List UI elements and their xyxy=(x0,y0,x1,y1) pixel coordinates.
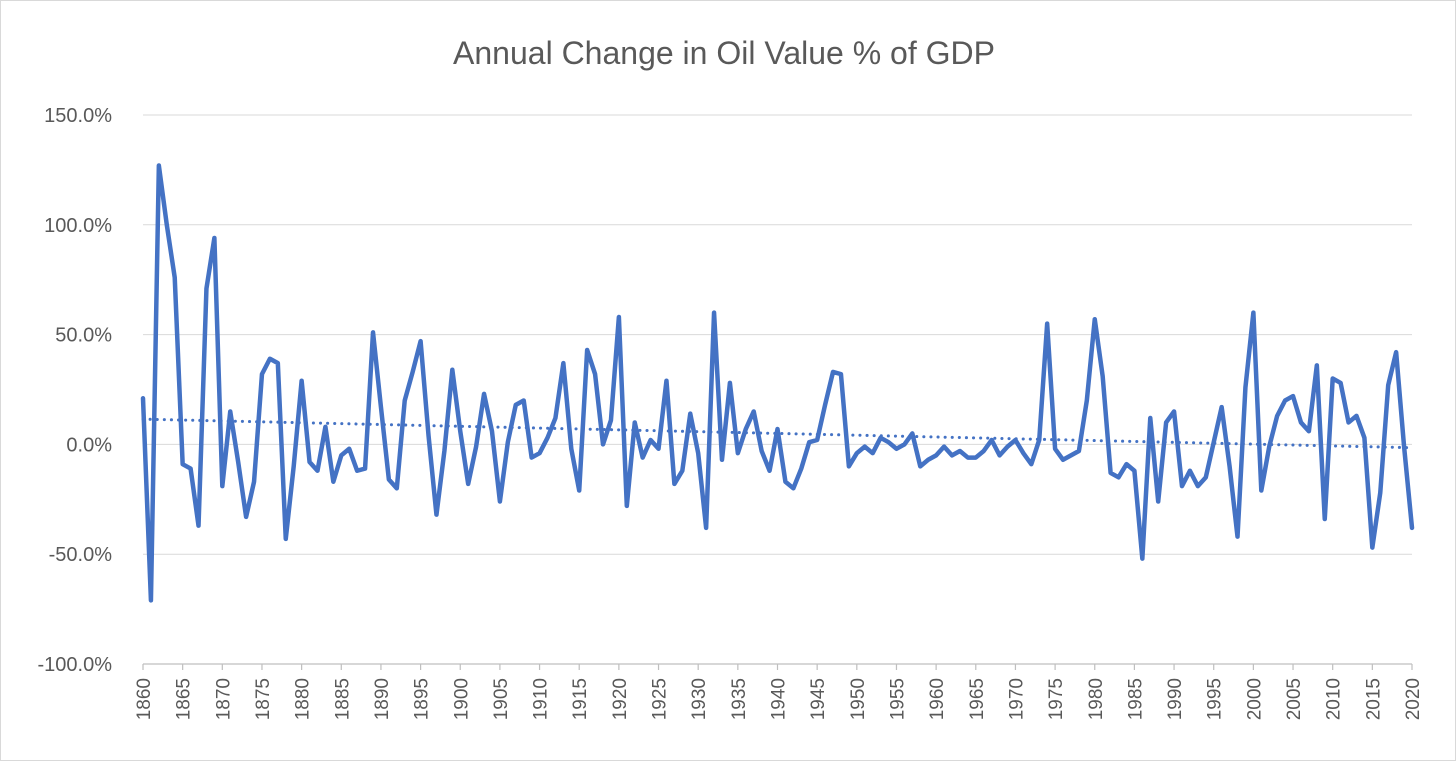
x-tick-label: 1960 xyxy=(927,678,948,720)
x-tick-label: 1965 xyxy=(967,678,988,720)
gridlines xyxy=(143,114,1412,665)
x-tick-label: 1880 xyxy=(293,678,314,720)
x-tick-label: 1860 xyxy=(134,678,155,720)
x-tick-label: 1945 xyxy=(808,678,829,720)
x-tick-label: 1925 xyxy=(650,678,671,720)
x-axis-tick-labels: 1860 1865 1870 1875 1880 1885 1890 1895 1900 1905… xyxy=(134,664,1424,720)
x-tick-label: 1875 xyxy=(253,678,274,720)
y-tick-label: 0.0% xyxy=(66,434,112,456)
chart-title: Annual Change in Oil Value % of GDP xyxy=(453,35,995,71)
x-tick-label: 1935 xyxy=(729,678,750,720)
x-tick-label: 1885 xyxy=(332,678,353,720)
x-tick-label: 1975 xyxy=(1046,678,1067,720)
y-tick-label: 50.0% xyxy=(55,325,112,347)
x-tick-label: 1970 xyxy=(1006,678,1027,720)
x-tick-label: 1995 xyxy=(1205,678,1226,720)
x-tick-label: 1870 xyxy=(213,678,234,720)
x-tick-label: 2020 xyxy=(1403,678,1424,720)
x-tick-label: 1865 xyxy=(174,678,195,720)
x-tick-label: 1990 xyxy=(1165,678,1186,720)
x-tick-label: 1955 xyxy=(887,678,908,720)
x-tick-label: 1940 xyxy=(769,678,790,720)
x-tick-label: 1905 xyxy=(491,678,512,720)
x-tick-label: 2005 xyxy=(1284,678,1305,720)
x-tick-label: 1890 xyxy=(372,678,393,720)
y-axis-tick-labels: 150.0% 100.0% 50.0% 0.0% -50.0% -100.0% xyxy=(38,105,113,676)
x-tick-label: 2000 xyxy=(1244,678,1265,720)
x-tick-label: 1910 xyxy=(531,678,552,720)
x-tick-label: 1920 xyxy=(610,678,631,720)
series-line xyxy=(140,163,1415,603)
y-tick-label: -100.0% xyxy=(38,654,113,676)
x-tick-label: 2010 xyxy=(1324,678,1345,720)
x-tick-label: 1930 xyxy=(689,678,710,720)
y-tick-label: 150.0% xyxy=(44,105,112,127)
y-tick-label: 100.0% xyxy=(44,215,112,237)
x-tick-label: 1985 xyxy=(1125,678,1146,720)
x-tick-label: 2015 xyxy=(1363,678,1384,720)
x-tick-label: 1895 xyxy=(412,678,433,720)
y-tick-label: -50.0% xyxy=(49,544,113,566)
linear-trendline xyxy=(141,417,1414,450)
x-tick-label: 1950 xyxy=(848,678,869,720)
trendline-layer xyxy=(141,417,1414,450)
x-tick-label: 1980 xyxy=(1086,678,1107,720)
series-layer xyxy=(140,163,1415,603)
x-tick-label: 1900 xyxy=(451,678,472,720)
x-tick-label: 1915 xyxy=(570,678,591,720)
